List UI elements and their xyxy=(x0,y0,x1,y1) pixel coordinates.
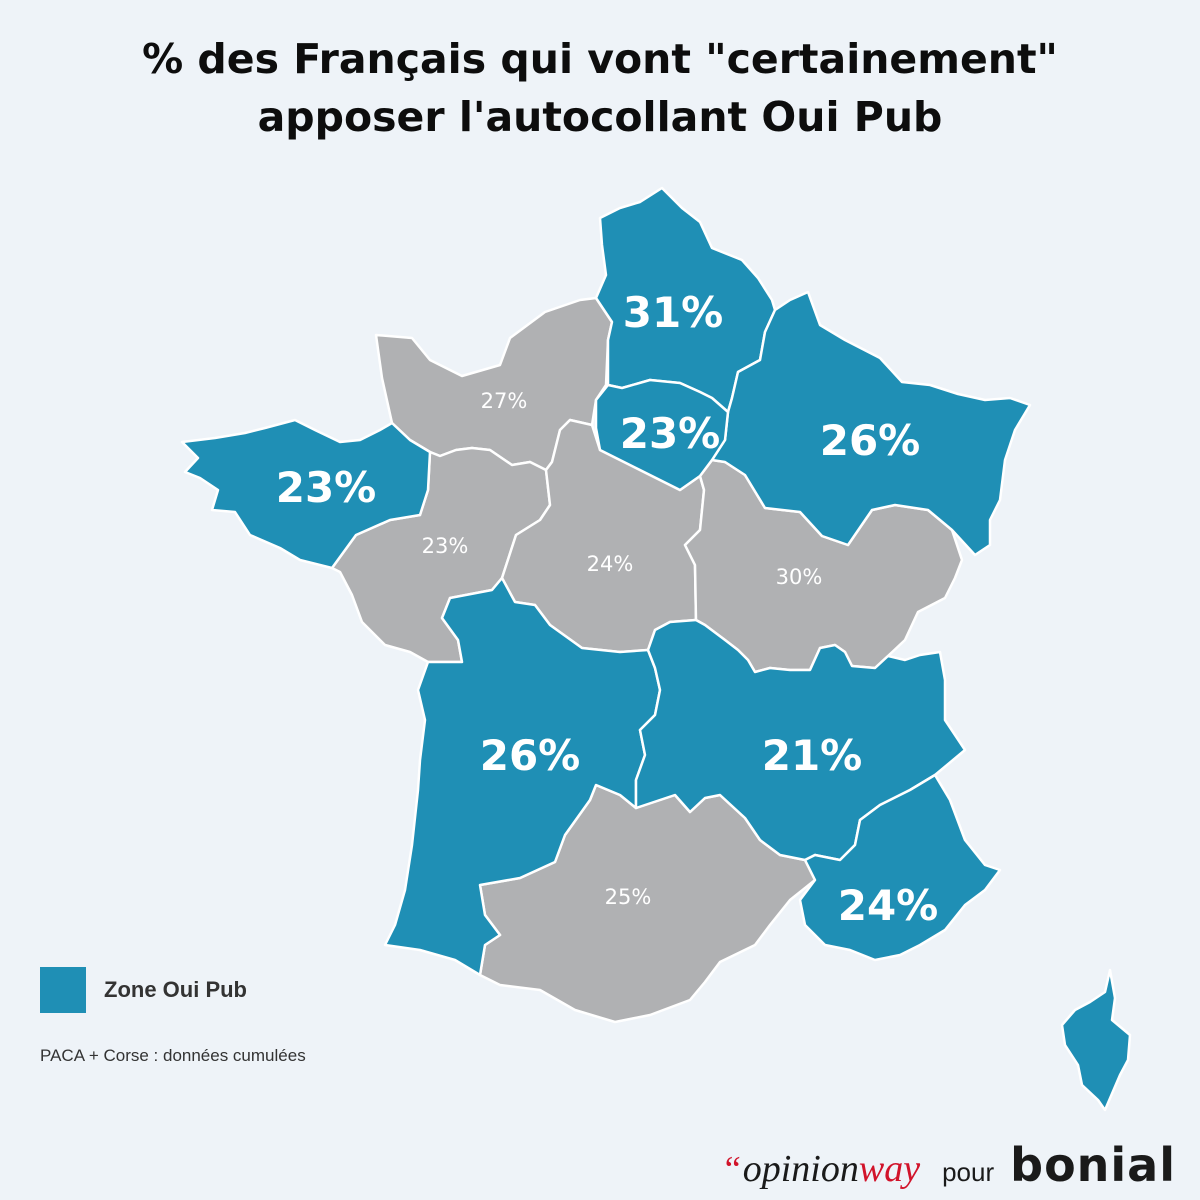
source-credit: “ opinionway pour bonial xyxy=(725,1138,1176,1192)
label-grand-est: 26% xyxy=(820,416,921,465)
label-paca: 24% xyxy=(838,881,939,930)
legend-label: Zone Oui Pub xyxy=(104,977,247,1002)
region-ile-de-france xyxy=(594,378,730,492)
label-normandie: 27% xyxy=(481,389,528,413)
region-nouvelle-aquitaine xyxy=(383,576,662,977)
label-pays-de-la-loire: 23% xyxy=(422,534,469,558)
legend: Zone Oui Pub xyxy=(40,967,247,1013)
region-bretagne xyxy=(180,418,432,570)
region-paca xyxy=(798,773,1002,962)
label-bourgogne-franche-comte: 30% xyxy=(776,565,823,589)
region-auvergne-rhone-alpes xyxy=(634,618,967,862)
label-auvergne-rhone-alpes: 21% xyxy=(762,731,863,780)
bonial-logo: bonial xyxy=(1010,1138,1176,1192)
label-nouvelle-aquitaine: 26% xyxy=(480,731,581,780)
opinionway-logo-way: way xyxy=(858,1148,921,1190)
opinionway-logo-opinion: opinion xyxy=(742,1148,859,1190)
label-centre-val-de-loire: 24% xyxy=(587,552,634,576)
label-ile-de-france: 23% xyxy=(620,409,721,458)
label-hauts-de-france: 31% xyxy=(623,288,724,337)
label-occitanie: 25% xyxy=(605,885,652,909)
credit-pour: pour xyxy=(942,1157,995,1187)
legend-swatch xyxy=(40,967,86,1013)
label-bretagne: 23% xyxy=(276,463,377,512)
opinionway-quote-icon: “ xyxy=(724,1149,741,1189)
opinionway-logo: opinionway xyxy=(743,1147,920,1191)
title-line-2: apposer l'autocollant Oui Pub xyxy=(257,93,943,141)
region-corse xyxy=(1060,968,1132,1112)
data-note: PACA + Corse : données cumulées xyxy=(40,1046,306,1065)
title-line-1: % des Français qui vont "certainement" xyxy=(142,35,1058,83)
map-title: % des Français qui vont "certainement" a… xyxy=(0,30,1200,146)
